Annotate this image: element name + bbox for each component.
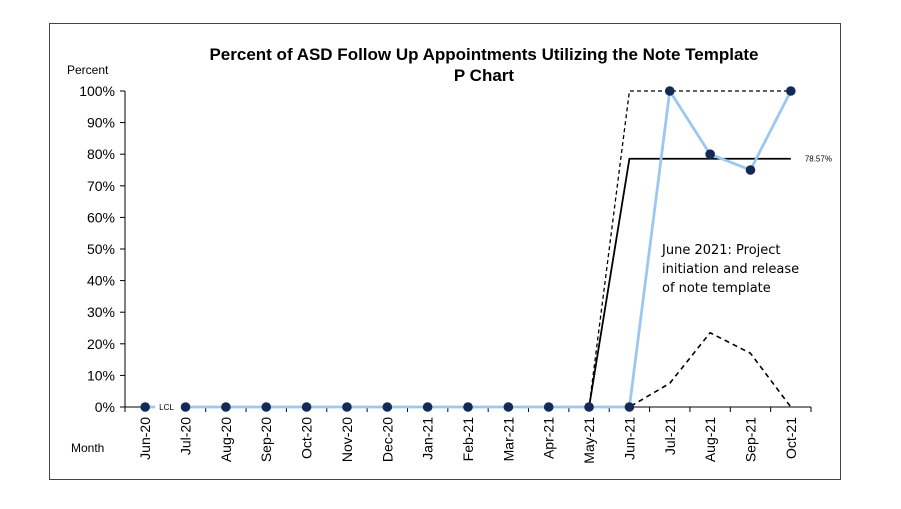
annotation-line: June 2021: Project xyxy=(661,243,781,258)
data-point xyxy=(543,402,554,412)
data-point xyxy=(140,402,150,412)
data-point xyxy=(342,402,352,412)
y-tick-label: 0% xyxy=(95,399,115,415)
center-line-value-label: 78.57% xyxy=(805,155,832,164)
x-tick-label: Jan-21 xyxy=(420,417,436,460)
x-tick-label: Sep-20 xyxy=(258,417,274,462)
y-tick-label: 100% xyxy=(79,83,115,99)
x-tick-label: Mar-21 xyxy=(500,417,516,462)
y-tick-label: 60% xyxy=(87,209,115,225)
data-point xyxy=(221,402,231,412)
p-chart: Percent of ASD Follow Up Appointments Ut… xyxy=(67,45,832,464)
data-point xyxy=(180,402,191,412)
x-tick-label: May-21 xyxy=(581,417,597,464)
annotation-line: initiation and release xyxy=(662,262,799,277)
y-tick-label: 30% xyxy=(87,304,115,320)
chart-frame: Percent of ASD Follow Up Appointments Ut… xyxy=(49,23,841,480)
lcl-label: LCL xyxy=(159,403,174,412)
y-tick-label: 90% xyxy=(87,115,115,131)
x-tick-label: Nov-20 xyxy=(339,417,355,462)
x-tick-label: Jun-21 xyxy=(621,417,637,460)
x-tick-label: Jul-21 xyxy=(662,417,678,455)
y-tick-label: 20% xyxy=(87,336,115,352)
data-point xyxy=(503,402,514,412)
x-tick-label: Sep-21 xyxy=(742,417,758,462)
data-point xyxy=(624,402,635,412)
x-tick-label: Oct-21 xyxy=(783,417,799,459)
y-tick-label: 80% xyxy=(87,146,115,162)
y-axis-label: Percent xyxy=(67,63,109,77)
lcl-label-background xyxy=(155,401,182,413)
data-point xyxy=(301,402,312,412)
annotation-line: of note template xyxy=(662,281,771,296)
x-tick-label: Aug-21 xyxy=(702,417,718,462)
x-tick-label: Aug-20 xyxy=(218,417,234,462)
data-point xyxy=(463,402,473,412)
data-point xyxy=(745,165,756,175)
data-point xyxy=(422,402,433,412)
x-tick-label: Jul-20 xyxy=(178,417,194,455)
x-tick-label: Oct-20 xyxy=(299,417,315,459)
x-tick-label: Apr-21 xyxy=(541,417,557,459)
lcl-line xyxy=(145,331,792,408)
data-point xyxy=(705,149,715,159)
chart-subtitle: P Chart xyxy=(454,66,514,85)
x-tick-label: Jun-20 xyxy=(137,417,153,460)
data-point xyxy=(584,402,594,412)
x-tick-label: Dec-20 xyxy=(379,417,395,462)
y-tick-label: 70% xyxy=(87,178,115,194)
data-point xyxy=(786,86,796,96)
chart-title: Percent of ASD Follow Up Appointments Ut… xyxy=(209,45,758,64)
x-axis-label: Month xyxy=(71,441,104,455)
y-tick-label: 40% xyxy=(87,273,115,289)
data-point xyxy=(261,402,272,412)
data-point xyxy=(664,86,675,96)
y-tick-label: 10% xyxy=(87,367,115,383)
x-tick-label: Feb-21 xyxy=(460,417,476,462)
y-tick-label: 50% xyxy=(87,241,115,257)
data-point xyxy=(382,402,393,412)
